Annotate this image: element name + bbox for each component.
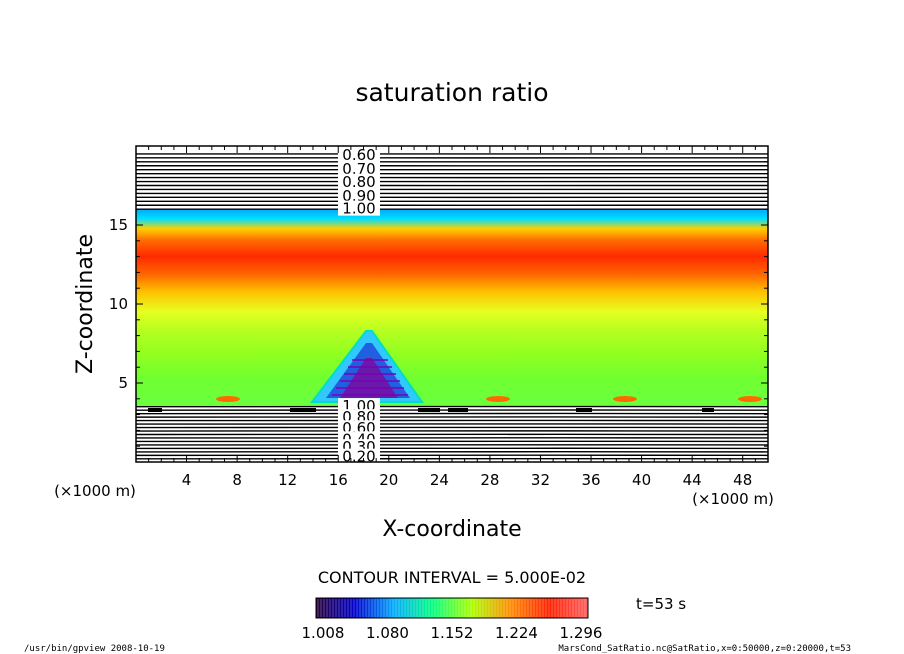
- chart-title: saturation ratio: [355, 78, 548, 107]
- x-tick-label: 32: [531, 471, 550, 489]
- colorbar-tick-label: 1.296: [560, 624, 603, 642]
- x-tick-label: 28: [480, 471, 499, 489]
- y-tick-label: 10: [109, 295, 128, 313]
- contour-label: 1.00: [342, 200, 375, 218]
- surface-patch: [290, 408, 316, 412]
- x-tick-label: 24: [430, 471, 449, 489]
- contour-label-bg: [338, 448, 380, 464]
- x-tick-label: 36: [581, 471, 600, 489]
- surface-blob: [613, 396, 637, 402]
- contour-label: 0.90: [342, 187, 375, 205]
- contour-label-bg: [338, 200, 380, 216]
- x-axis-unit-right: (×1000 m): [692, 490, 774, 508]
- surface-blob: [738, 396, 762, 402]
- colorbar-tick-label: 1.152: [431, 624, 474, 642]
- colorbar-hatch: [317, 599, 586, 617]
- x-axis-unit-left: (×1000 m): [54, 482, 136, 500]
- y-axis-ticks: 5 10 15: [109, 161, 768, 447]
- contour-label: 0.20: [342, 448, 375, 466]
- contour-label-bg: [338, 173, 380, 189]
- upper-contour-labels: 0.600.700.800.901.00: [338, 146, 380, 218]
- surface-blob: [486, 396, 510, 402]
- plot-area: [136, 146, 768, 462]
- colorbar-tick-label: 1.224: [495, 624, 538, 642]
- x-axis-label: X-coordinate: [382, 517, 521, 542]
- y-tick-label: 5: [118, 374, 128, 392]
- colorbar-tick-label: 1.008: [302, 624, 345, 642]
- contour-label: 0.60: [342, 146, 375, 164]
- surface-blob: [216, 396, 240, 402]
- y-tick-label: 15: [109, 216, 128, 234]
- x-tick-label: 12: [278, 471, 297, 489]
- contour-label: 0.80: [342, 173, 375, 191]
- x-tick-label: 16: [329, 471, 348, 489]
- footer-left: /usr/bin/gpview 2008-10-19: [24, 644, 165, 654]
- y-axis-label: Z-coordinate: [73, 234, 98, 374]
- lower-contour-lines: [136, 359, 768, 460]
- colorbar-tick-label: 1.080: [366, 624, 409, 642]
- footer-right: MarsCond_SatRatio.nc@SatRatio,x=0:50000,…: [558, 644, 851, 654]
- contour-label-bg: [338, 161, 380, 177]
- color-band: [136, 209, 768, 406]
- surface-patch: [702, 408, 714, 412]
- x-tick-label: 44: [683, 471, 702, 489]
- surface-patch: [448, 408, 468, 412]
- x-tick-label: 8: [232, 471, 242, 489]
- surface-patch: [418, 408, 440, 412]
- surface-blobs: [216, 396, 762, 402]
- x-tick-label: 48: [733, 471, 752, 489]
- x-tick-label: 4: [182, 471, 192, 489]
- lower-contour-labels: 1.000.800.600.400.300.20: [338, 397, 380, 466]
- colorbar-ticks: 1.008 1.080 1.152 1.224 1.296: [302, 624, 603, 642]
- contour-label-bg: [338, 146, 380, 162]
- colorbar: [315, 597, 589, 619]
- contour-label-bg: [338, 187, 380, 203]
- contour-label: 0.70: [342, 160, 375, 178]
- surface-patch: [576, 408, 592, 412]
- upper-contour-lines: [136, 153, 768, 211]
- x-tick-label: 40: [632, 471, 651, 489]
- surface-patch: [148, 408, 162, 412]
- x-tick-label: 20: [379, 471, 398, 489]
- x-axis-ticks: 4 8 12 16 20 24 28 32 36 40 44 48: [148, 146, 756, 489]
- contour-interval-text: CONTOUR INTERVAL = 5.000E-02: [318, 568, 586, 587]
- time-label: t=53 s: [636, 595, 686, 613]
